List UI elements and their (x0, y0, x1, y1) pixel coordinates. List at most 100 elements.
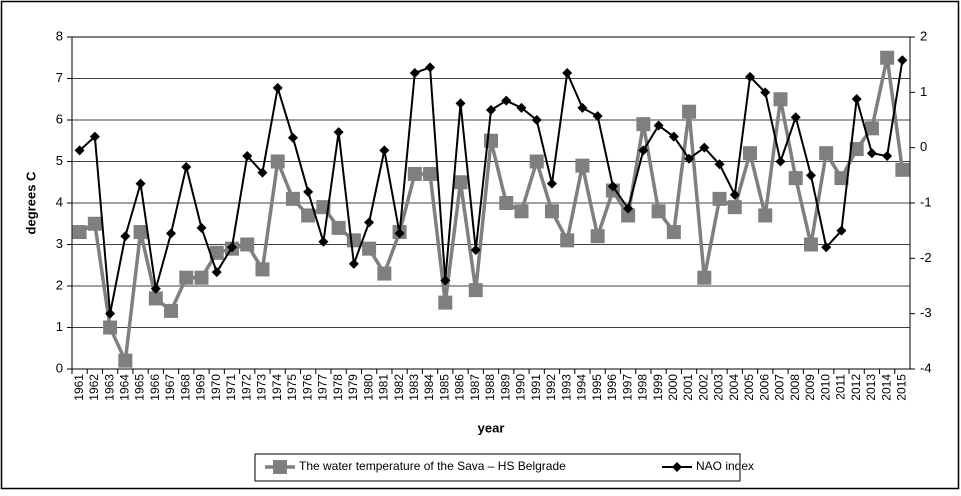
data-point (333, 127, 344, 138)
y2-tick-label: 2 (920, 28, 927, 43)
y-axis-title: degrees C (23, 171, 38, 234)
x-tick-label: 1986 (453, 374, 467, 401)
data-point (394, 228, 405, 239)
data-point (577, 102, 588, 113)
x-tick-label: 1974 (270, 374, 284, 401)
y2-tick-label: -3 (920, 305, 932, 320)
data-point (470, 245, 481, 256)
data-point (194, 270, 209, 285)
x-tick-label: 1988 (483, 374, 497, 401)
x-tick-label: 1963 (102, 374, 116, 401)
x-tick-label: 2012 (849, 374, 863, 401)
data-point (240, 237, 255, 252)
x-tick-label: 1983 (407, 374, 421, 401)
data-point (150, 283, 161, 294)
data-point (851, 93, 862, 104)
x-tick-label: 1996 (605, 374, 619, 401)
x-tick-label: 2007 (773, 374, 787, 401)
y-tick-label: 4 (56, 194, 63, 209)
data-point (727, 200, 742, 215)
data-point (331, 220, 346, 235)
x-tick-label: 1991 (529, 374, 543, 401)
data-point (120, 231, 131, 242)
data-point (560, 233, 575, 248)
data-point (87, 216, 102, 231)
data-point (546, 178, 557, 189)
data-point (407, 166, 422, 181)
x-tick-label: 1984 (422, 374, 436, 401)
x-tick-label: 1998 (636, 374, 650, 401)
x-tick-label: 1966 (148, 374, 162, 401)
x-tick-label: 2004 (727, 374, 741, 401)
data-point (148, 291, 163, 306)
y-tick-label: 8 (56, 28, 63, 43)
x-tick-label: 1967 (163, 374, 177, 401)
x-tick-label: 2011 (834, 374, 848, 400)
data-point (364, 217, 375, 228)
x-tick-label: 1985 (437, 374, 451, 401)
data-point (590, 229, 605, 244)
x-tick-label: 2009 (803, 374, 817, 401)
y-tick-label: 7 (56, 70, 63, 85)
data-point (562, 67, 573, 78)
data-point (803, 237, 818, 252)
data-point (499, 196, 514, 210)
x-tick-label: 1993 (559, 374, 573, 401)
data-point (895, 162, 910, 177)
x-tick-label: 2008 (788, 374, 802, 401)
x-tick-label: 1981 (377, 374, 391, 401)
x-tick-label: 1978 (331, 374, 345, 401)
x-tick-label: 1979 (346, 374, 360, 401)
data-point (760, 87, 771, 98)
x-tick-label: 1964 (117, 374, 131, 401)
legend-label: NAO index (696, 459, 754, 473)
data-point (181, 162, 192, 173)
data-point (272, 82, 283, 93)
y-tick-label: 5 (56, 153, 63, 168)
data-point (697, 270, 712, 285)
data-point (864, 121, 879, 136)
data-point (379, 145, 390, 156)
data-point (105, 308, 116, 319)
data-point (257, 167, 268, 178)
x-tick-label: 2010 (818, 374, 832, 401)
data-point (501, 95, 512, 106)
legend-marker (672, 462, 682, 472)
data-point (866, 148, 877, 159)
x-tick-label: 2015 (895, 374, 909, 401)
data-point (287, 132, 298, 143)
x-tick-label: 1973 (255, 374, 269, 401)
x-tick-label: 2006 (757, 374, 771, 401)
data-point (486, 105, 496, 116)
y2-tick-label: -4 (920, 360, 932, 375)
x-tick-label: 1997 (620, 374, 634, 401)
x-tick-label: 1968 (178, 374, 192, 401)
data-point (638, 145, 649, 156)
data-point (684, 153, 695, 164)
data-point (209, 245, 224, 260)
data-point (897, 55, 908, 66)
data-point (409, 67, 420, 78)
data-point (72, 225, 87, 240)
x-tick-label: 1970 (209, 374, 223, 401)
data-point (89, 131, 100, 142)
data-point (880, 50, 895, 65)
x-tick-label: 2005 (742, 374, 756, 401)
x-tick-label: 1972 (239, 374, 253, 401)
y2-tick-label: -1 (920, 194, 932, 209)
data-point (74, 145, 85, 156)
legend-marker (273, 460, 287, 474)
x-tick-label: 2003 (712, 374, 726, 401)
data-point (882, 150, 893, 161)
y-tick-label: 3 (56, 236, 63, 251)
data-point (303, 186, 314, 197)
data-point (653, 120, 664, 131)
data-point (453, 175, 468, 190)
data-point (516, 102, 527, 113)
x-tick-label: 1989 (498, 374, 512, 401)
data-point (788, 171, 803, 186)
data-point (455, 98, 466, 109)
x-tick-label: 1965 (133, 374, 147, 401)
